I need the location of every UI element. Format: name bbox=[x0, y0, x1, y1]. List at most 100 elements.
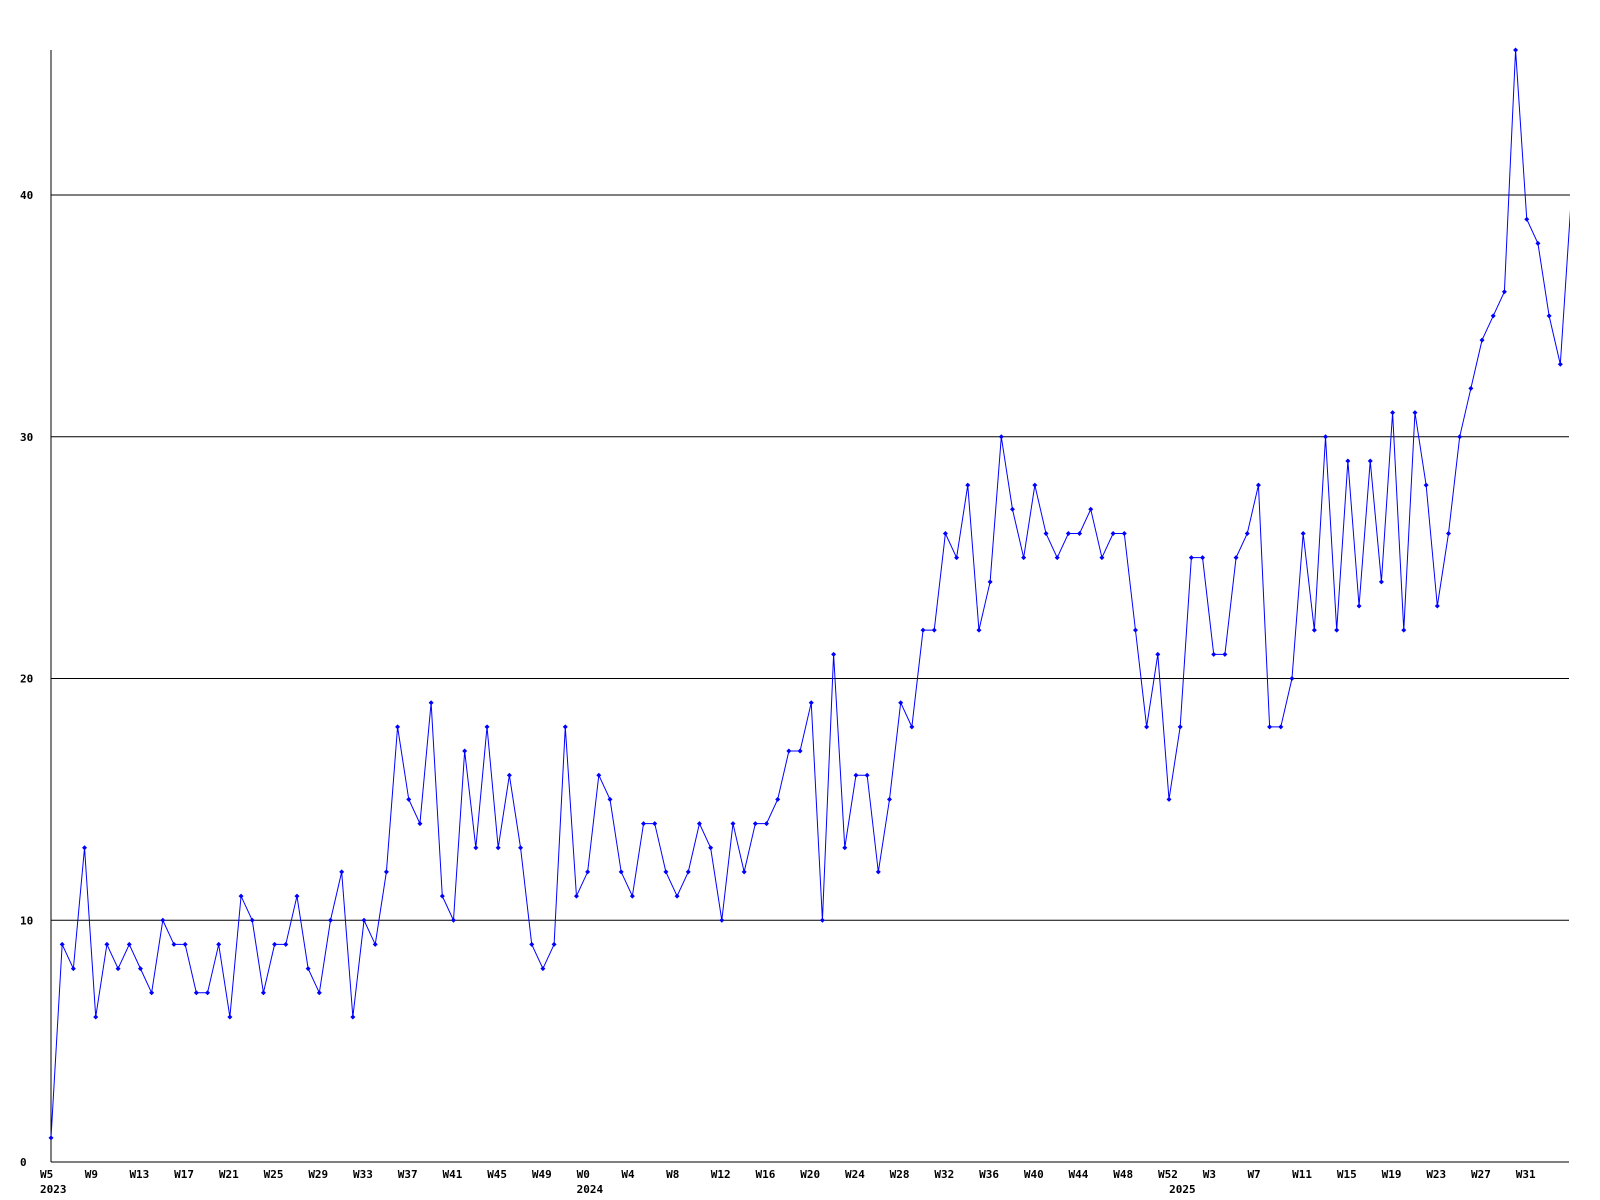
data-point bbox=[562, 724, 568, 730]
data-point bbox=[216, 941, 222, 947]
data-point bbox=[70, 966, 76, 972]
data-point bbox=[730, 821, 736, 827]
data-point bbox=[1300, 530, 1306, 536]
data-point bbox=[1255, 482, 1261, 488]
data-point bbox=[406, 796, 412, 802]
data-point bbox=[641, 821, 647, 827]
data-point bbox=[1557, 361, 1563, 367]
data-point bbox=[1121, 530, 1127, 536]
data-point bbox=[171, 941, 177, 947]
x-tick-label: W41 bbox=[442, 1168, 462, 1181]
x-tick-label: W21 bbox=[219, 1168, 239, 1181]
data-point bbox=[1434, 603, 1440, 609]
data-point bbox=[674, 893, 680, 899]
data-point bbox=[328, 917, 333, 923]
data-point bbox=[294, 893, 300, 899]
data-point bbox=[741, 869, 747, 875]
x-tick-label: W48 bbox=[1113, 1168, 1133, 1181]
data-point bbox=[395, 724, 401, 730]
x-tick-label: W9 bbox=[85, 1168, 98, 1181]
data-point bbox=[618, 869, 624, 875]
plot-area bbox=[48, 47, 1585, 1141]
labels: 0 10 20 30 40 W5 2023 W9 W13 W17 W21 W25 W29 W33 W37 W4… bbox=[20, 189, 1536, 1196]
data-point bbox=[1278, 724, 1284, 730]
data-point bbox=[82, 845, 88, 851]
y-tick-label: 0 bbox=[20, 1156, 27, 1169]
x-tick-label: W36 bbox=[979, 1168, 999, 1181]
x-tick-label: W40 bbox=[1024, 1168, 1044, 1181]
data-point bbox=[305, 966, 311, 972]
data-point bbox=[238, 893, 244, 899]
data-point bbox=[350, 1014, 356, 1020]
y-tick-label: 20 bbox=[20, 673, 33, 686]
data-point bbox=[417, 821, 423, 827]
data-point bbox=[193, 990, 199, 996]
x-tick-label: W13 bbox=[129, 1168, 149, 1181]
data-point bbox=[965, 482, 971, 488]
data-point bbox=[93, 1014, 99, 1020]
data-point bbox=[1367, 458, 1373, 464]
data-point bbox=[1144, 724, 1150, 730]
data-point bbox=[1378, 579, 1384, 585]
x-tick-label: W29 bbox=[308, 1168, 328, 1181]
x-tick-label: W17 bbox=[174, 1168, 194, 1181]
data-point bbox=[361, 917, 367, 923]
x-tick-label: W12 bbox=[711, 1168, 731, 1181]
data-point bbox=[898, 700, 904, 706]
data-point bbox=[1233, 555, 1239, 561]
x-tick-label: W32 bbox=[934, 1168, 954, 1181]
data-point bbox=[1490, 313, 1496, 319]
data-point bbox=[115, 966, 121, 972]
x-tick-label: W49 bbox=[532, 1168, 552, 1181]
y-tick-label: 40 bbox=[20, 189, 33, 202]
data-point bbox=[652, 821, 658, 827]
x-year-label: 2025 bbox=[1169, 1183, 1196, 1196]
data-point bbox=[1032, 482, 1038, 488]
data-point bbox=[708, 845, 714, 851]
y-tick-label: 30 bbox=[20, 431, 33, 444]
data-point bbox=[987, 579, 993, 585]
data-point bbox=[931, 627, 937, 633]
data-point bbox=[663, 869, 669, 875]
data-point bbox=[775, 796, 781, 802]
data-point bbox=[316, 990, 322, 996]
data-point bbox=[518, 845, 524, 851]
data-point bbox=[1546, 313, 1552, 319]
data-point bbox=[1021, 555, 1027, 561]
data-point bbox=[831, 651, 837, 657]
data-point bbox=[249, 917, 255, 923]
data-point bbox=[1568, 194, 1570, 197]
data-point bbox=[1468, 385, 1474, 391]
data-point bbox=[976, 627, 982, 633]
data-point bbox=[1401, 627, 1407, 633]
data-point bbox=[1535, 240, 1541, 246]
x-tick-label: W11 bbox=[1292, 1168, 1312, 1181]
data-point bbox=[529, 941, 535, 947]
data-point bbox=[1580, 144, 1585, 149]
data-point bbox=[719, 917, 725, 923]
data-point bbox=[1166, 796, 1172, 802]
data-point bbox=[1009, 506, 1015, 512]
data-point bbox=[1110, 530, 1116, 536]
data-point bbox=[1088, 506, 1094, 512]
data-point bbox=[1356, 603, 1362, 609]
data-point bbox=[954, 555, 960, 561]
data-point bbox=[1077, 530, 1083, 536]
data-point bbox=[875, 869, 881, 875]
data-point bbox=[272, 941, 278, 947]
data-point bbox=[1423, 482, 1429, 488]
data-point bbox=[819, 917, 825, 923]
data-point bbox=[48, 1135, 54, 1141]
y-tick-label: 10 bbox=[20, 914, 33, 927]
data-point bbox=[920, 627, 926, 633]
data-point bbox=[137, 966, 143, 972]
data-point bbox=[450, 917, 456, 923]
x-tick-label: W31 bbox=[1516, 1168, 1536, 1181]
data-point bbox=[786, 748, 792, 754]
data-point bbox=[685, 869, 691, 875]
x-tick-label: W19 bbox=[1382, 1168, 1402, 1181]
x-tick-label: W5 bbox=[40, 1168, 53, 1181]
x-tick-label: W28 bbox=[890, 1168, 910, 1181]
data-point bbox=[1222, 651, 1228, 657]
